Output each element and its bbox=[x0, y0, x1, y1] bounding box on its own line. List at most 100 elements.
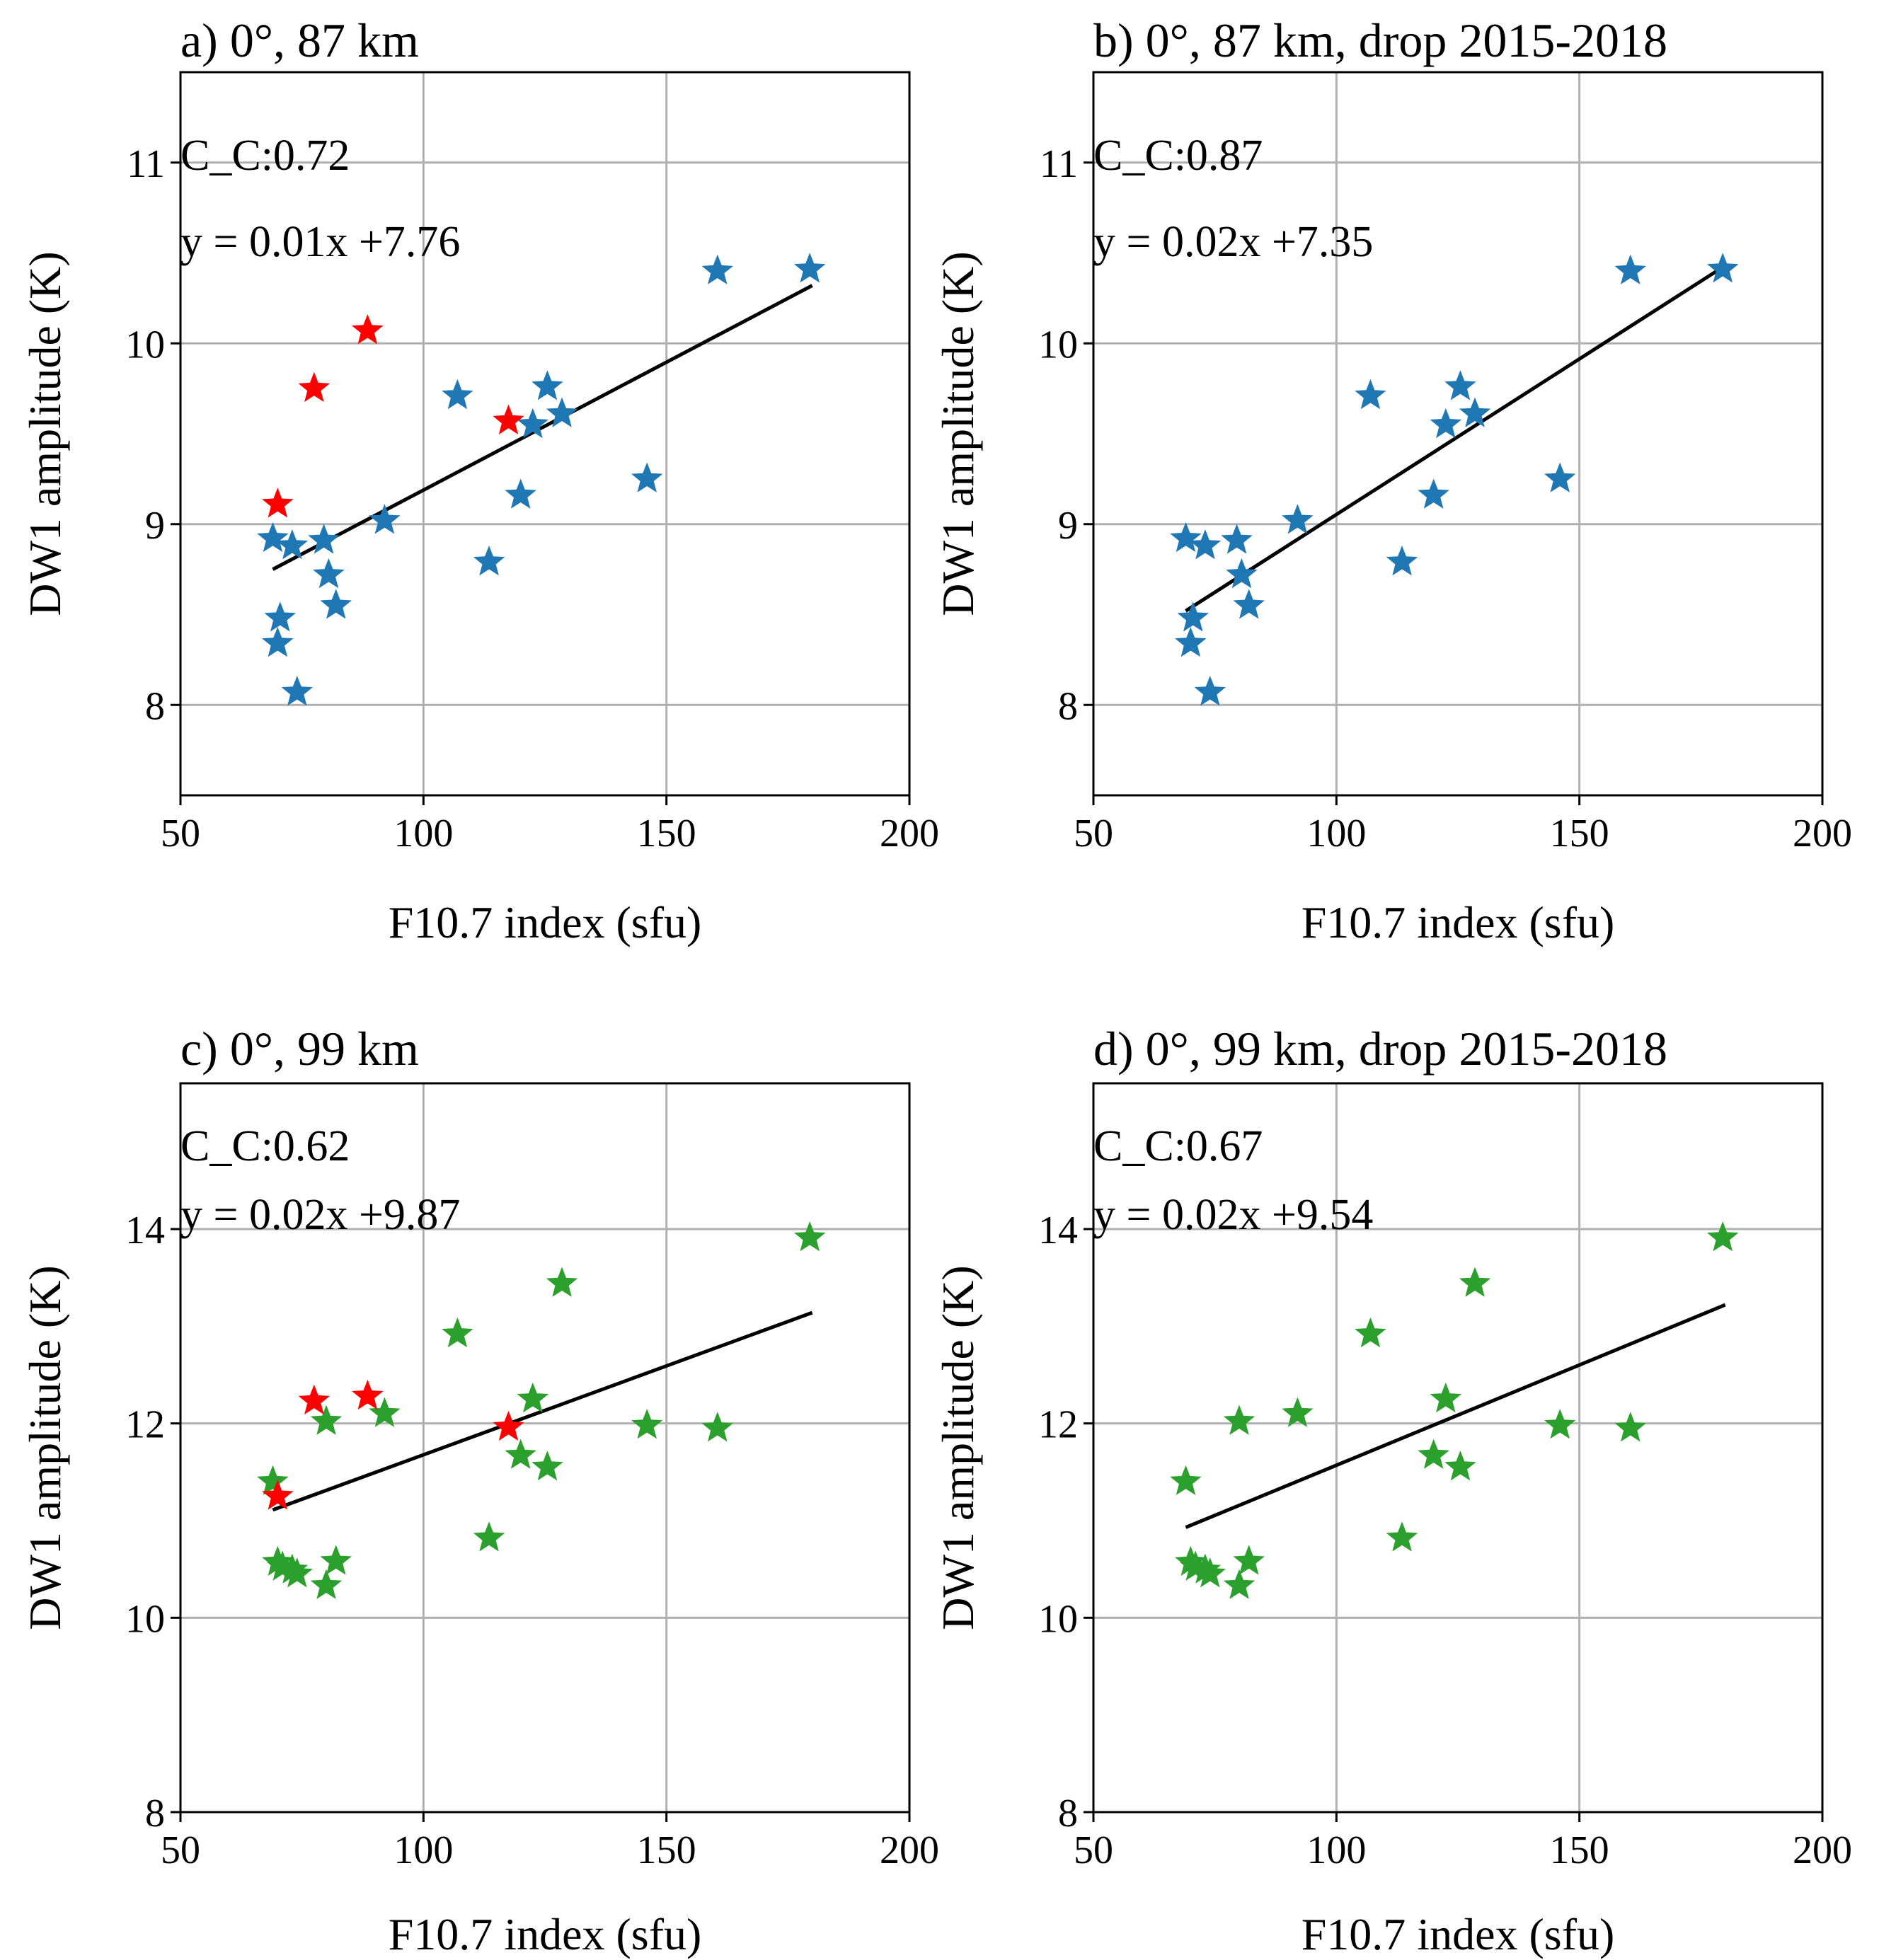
star-marker bbox=[298, 371, 331, 403]
panel-title: d) 0°, 99 km, drop 2015-2018 bbox=[1093, 1022, 1667, 1076]
star-marker bbox=[1386, 546, 1418, 576]
star-marker bbox=[793, 253, 826, 283]
regression-line bbox=[1185, 264, 1727, 613]
panel-d: d) 0°, 99 km, drop 2015-2018 50 100 150 200… bbox=[933, 1022, 1852, 1959]
y-tick-label: 10 bbox=[125, 1597, 165, 1641]
star-marker bbox=[473, 1521, 505, 1552]
star-marker bbox=[1223, 1405, 1255, 1435]
star-marker bbox=[1226, 558, 1258, 589]
star-marker bbox=[1282, 1397, 1314, 1427]
plot-area bbox=[1092, 1082, 1824, 1814]
star-marker bbox=[631, 1409, 663, 1439]
star-marker bbox=[352, 314, 384, 345]
star-marker bbox=[531, 370, 563, 400]
fit-line-layer bbox=[1185, 264, 1727, 613]
y-tick-label: 8 bbox=[1058, 1792, 1078, 1835]
star-marker bbox=[310, 1569, 343, 1599]
star-marker bbox=[1386, 1521, 1418, 1552]
data-points bbox=[1170, 253, 1739, 706]
y-tick-label: 8 bbox=[1058, 684, 1078, 728]
star-marker bbox=[473, 546, 505, 576]
star-marker bbox=[1614, 1412, 1647, 1442]
data-points bbox=[257, 1221, 826, 1599]
star-marker bbox=[313, 558, 345, 589]
star-marker bbox=[1614, 254, 1647, 284]
x-tick-label: 200 bbox=[880, 812, 939, 855]
axis-ticks: 50 100 150 200 8 10 12 14 bbox=[1038, 1209, 1852, 1872]
star-marker bbox=[281, 676, 314, 706]
x-tick-label: 100 bbox=[1306, 1828, 1366, 1872]
star-marker bbox=[631, 462, 663, 492]
y-tick-label: 9 bbox=[145, 504, 165, 548]
star-marker bbox=[262, 627, 294, 657]
x-tick-label: 50 bbox=[161, 1828, 200, 1872]
axis-ticks: 50 100 150 200 8 10 12 14 bbox=[125, 1209, 939, 1872]
star-marker bbox=[369, 1397, 401, 1427]
x-tick-label: 150 bbox=[1550, 1828, 1609, 1872]
star-marker bbox=[1706, 253, 1739, 283]
y-tick-label: 14 bbox=[125, 1209, 165, 1252]
star-marker bbox=[531, 1451, 563, 1481]
x-tick-label: 200 bbox=[880, 1828, 939, 1872]
x-axis-label: F10.7 index (sfu) bbox=[389, 1909, 702, 1959]
y-tick-label: 10 bbox=[1038, 1597, 1078, 1641]
star-marker bbox=[1194, 1557, 1226, 1588]
star-marker bbox=[493, 1410, 524, 1441]
fit-line-layer bbox=[1185, 1303, 1726, 1529]
star-marker bbox=[257, 521, 289, 553]
star-marker bbox=[1233, 589, 1265, 619]
y-tick-label: 11 bbox=[127, 142, 165, 186]
y-tick-label: 9 bbox=[1058, 504, 1078, 548]
x-tick-label: 200 bbox=[1793, 1828, 1852, 1872]
fit-line-layer bbox=[272, 284, 813, 571]
x-tick-label: 50 bbox=[1074, 1828, 1113, 1872]
regression-line bbox=[272, 1310, 813, 1512]
star-marker bbox=[1175, 627, 1207, 657]
star-marker bbox=[1430, 1382, 1462, 1413]
star-marker bbox=[1444, 1451, 1476, 1481]
correlation-text: C_C:0.72 bbox=[180, 132, 350, 180]
star-marker bbox=[701, 1412, 734, 1442]
star-marker bbox=[1282, 504, 1314, 534]
star-marker bbox=[1170, 521, 1202, 553]
star-marker bbox=[257, 1465, 289, 1496]
panel-b: b) 0°, 87 km, drop 2015-2018 50 100 150 200… bbox=[933, 13, 1852, 947]
x-tick-label: 100 bbox=[393, 1828, 453, 1872]
star-marker bbox=[546, 397, 578, 427]
plot-area bbox=[179, 71, 911, 797]
fit-equation-text: y = 0.02x +9.87 bbox=[180, 1191, 460, 1239]
regression-line bbox=[272, 284, 813, 571]
panel-title: a) 0°, 87 km bbox=[180, 13, 419, 67]
star-marker bbox=[1418, 1439, 1449, 1469]
star-marker bbox=[1177, 601, 1209, 632]
star-marker bbox=[1355, 1317, 1386, 1348]
star-marker bbox=[1418, 478, 1449, 509]
star-marker bbox=[517, 1382, 549, 1413]
x-tick-label: 150 bbox=[637, 812, 696, 855]
plot-area bbox=[1092, 71, 1824, 797]
axis-ticks: 50 100 150 200 8 9 10 11 bbox=[1038, 142, 1852, 855]
star-marker bbox=[517, 408, 549, 439]
star-marker bbox=[505, 1439, 536, 1469]
star-marker bbox=[320, 589, 352, 619]
panel-c: c) 0°, 99 km 50 100 150 200 8 10 12 14 C_C:0.62… bbox=[20, 1022, 939, 1959]
star-marker bbox=[276, 529, 309, 560]
star-marker bbox=[1706, 1221, 1739, 1252]
x-axis-label: F10.7 index (sfu) bbox=[389, 897, 702, 947]
fit-equation-text: y = 0.02x +9.54 bbox=[1093, 1191, 1373, 1239]
y-tick-label: 11 bbox=[1040, 142, 1078, 186]
fit-equation-text: y = 0.02x +7.35 bbox=[1093, 218, 1373, 266]
star-marker bbox=[1223, 1569, 1255, 1599]
y-tick-label: 8 bbox=[145, 1792, 165, 1835]
star-marker bbox=[1444, 370, 1476, 400]
star-marker bbox=[1355, 379, 1386, 410]
x-tick-label: 200 bbox=[1793, 812, 1852, 855]
star-marker bbox=[793, 1221, 826, 1252]
fit-equation-text: y = 0.01x +7.76 bbox=[180, 218, 460, 266]
star-marker bbox=[493, 404, 524, 435]
star-marker bbox=[369, 504, 401, 534]
x-axis-label: F10.7 index (sfu) bbox=[1301, 897, 1615, 947]
star-marker bbox=[701, 254, 734, 284]
